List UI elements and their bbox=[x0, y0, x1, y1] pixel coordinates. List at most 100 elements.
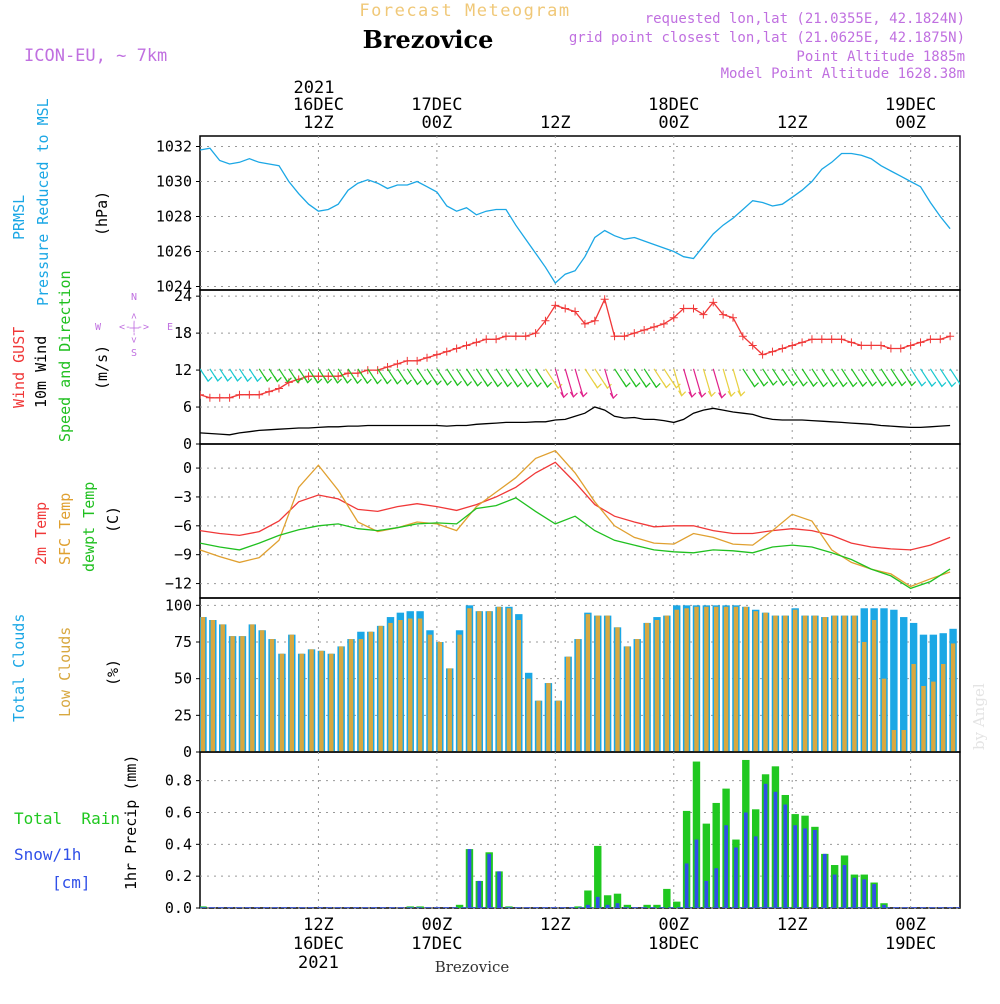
wind-arrow-head bbox=[353, 377, 362, 385]
wind-arrow-head bbox=[908, 380, 917, 387]
top-hour-label: 12Z bbox=[777, 113, 808, 133]
gust-point bbox=[669, 313, 678, 322]
low-cloud-bar bbox=[783, 615, 788, 752]
bottom-time-label: 00Z bbox=[422, 915, 453, 935]
low-cloud-bar bbox=[931, 681, 936, 752]
wind-arrow-head bbox=[859, 380, 868, 388]
wind-arrow-head bbox=[839, 381, 848, 388]
snow-bar bbox=[773, 791, 778, 908]
wind-arrow-head bbox=[474, 380, 483, 387]
pressure-ytick-label: 1030 bbox=[156, 173, 192, 191]
wind-arrow-head bbox=[214, 375, 223, 382]
bottom-time-label: 19DEC bbox=[885, 934, 936, 954]
rain-bar bbox=[692, 761, 701, 908]
gust-point bbox=[403, 356, 412, 365]
low-cloud-bar bbox=[309, 649, 314, 752]
gust-point bbox=[314, 372, 323, 381]
low-cloud-bar bbox=[763, 612, 768, 752]
low-cloud-bar bbox=[388, 622, 393, 752]
low-cloud-bar bbox=[398, 620, 403, 752]
snow-bar bbox=[586, 904, 590, 908]
wind-arrow-head bbox=[494, 381, 503, 388]
gust-point bbox=[274, 384, 283, 393]
gust-point bbox=[886, 344, 895, 353]
gust-point bbox=[561, 304, 570, 313]
bottom-time-label: 2021 bbox=[298, 953, 339, 973]
gust-point bbox=[630, 329, 639, 338]
bottom-time-label: 12Z bbox=[540, 915, 571, 935]
temperature-series-dewpt-temp bbox=[200, 497, 951, 590]
snow-label: Snow/1h bbox=[14, 845, 81, 864]
wind-arrow-head bbox=[433, 379, 442, 386]
low-cloud-bar bbox=[871, 620, 877, 752]
precip-axis-label: 1hr Precip (mm) bbox=[122, 755, 140, 890]
gust-point bbox=[462, 341, 471, 350]
wind-arrow-head bbox=[878, 380, 887, 387]
low-cloud-bar bbox=[496, 606, 502, 752]
low-cloud-bar bbox=[329, 653, 334, 752]
rain-bar bbox=[416, 906, 424, 908]
temperature-frame bbox=[199, 443, 961, 599]
wind-arrow-head bbox=[958, 381, 960, 385]
gust-point bbox=[304, 372, 313, 381]
gust-point bbox=[689, 304, 698, 313]
low-cloud-bar bbox=[862, 642, 867, 752]
pressure-ytick-label: 1028 bbox=[156, 208, 192, 226]
tsfc-label: SFC Temp bbox=[56, 493, 74, 565]
clouds-unit: (%) bbox=[104, 659, 122, 686]
wind-ytick-label: 18 bbox=[174, 324, 192, 342]
low-cloud-bar bbox=[891, 730, 897, 752]
snow-bar bbox=[803, 828, 807, 908]
gust-point bbox=[817, 335, 826, 344]
temperature-plot-area bbox=[200, 449, 951, 590]
gust-point bbox=[946, 332, 955, 341]
wind-arrow bbox=[683, 368, 693, 398]
bottom-time-label: 00Z bbox=[658, 915, 689, 935]
gust-point bbox=[235, 390, 244, 399]
snow-bar bbox=[813, 830, 817, 908]
wind-arrow-head bbox=[543, 381, 552, 388]
gust-point bbox=[798, 338, 807, 347]
rain-bar bbox=[673, 901, 681, 908]
rain-bar bbox=[712, 802, 720, 908]
bottom-time-label: 17DEC bbox=[411, 934, 462, 954]
wind-series-10m-wind bbox=[200, 406, 951, 436]
gust-point bbox=[610, 332, 619, 341]
gust-point bbox=[906, 341, 915, 350]
pressure-ytick-label: 1024 bbox=[156, 278, 192, 296]
top-date-label: 18DEC bbox=[648, 95, 699, 115]
low-cloud-bar bbox=[279, 653, 285, 752]
low-cloud-bar bbox=[684, 608, 689, 752]
panel-precip: 0.0 0.2 0.4 0.6 0.8 bbox=[165, 751, 961, 917]
rain-bar bbox=[613, 893, 622, 908]
low-cloud-bar bbox=[625, 646, 630, 752]
gust-point bbox=[709, 298, 718, 307]
low-cloud-bar bbox=[348, 639, 354, 752]
wind-arrow-head bbox=[760, 380, 769, 387]
snow-bar bbox=[763, 783, 768, 908]
point-altitude: Point Altitude 1885m bbox=[796, 49, 965, 65]
wind-arrow-head bbox=[560, 392, 569, 399]
wind-arrow-head bbox=[413, 379, 422, 386]
wind-arrow-head bbox=[622, 381, 631, 388]
wind-arrow bbox=[702, 368, 712, 397]
gust-point bbox=[413, 356, 422, 365]
snow-bar bbox=[862, 879, 867, 908]
precip-labels: Total Rain Snow/1h [cm] 1hr Precip (mm) bbox=[14, 755, 140, 892]
snow-bar bbox=[497, 871, 501, 908]
precip-ytick-label: 0.4 bbox=[165, 835, 192, 853]
wind-arrow-head bbox=[809, 380, 818, 388]
bottom-time-label: 18DEC bbox=[648, 934, 699, 954]
wind-arrow bbox=[673, 368, 683, 396]
gust-point bbox=[452, 344, 461, 353]
wind-arrow-head bbox=[849, 381, 858, 388]
location-title: Brezovice bbox=[363, 25, 494, 54]
wind-arrow-head bbox=[294, 377, 303, 384]
snow-bar bbox=[615, 903, 620, 908]
rain-bar bbox=[505, 906, 513, 908]
wind-arrow-head bbox=[524, 381, 532, 388]
wind-ytick-label: 6 bbox=[183, 398, 192, 416]
low-clouds-label: Low Clouds bbox=[56, 627, 74, 717]
rain-bar bbox=[643, 904, 651, 908]
wind-arrow-head bbox=[263, 375, 272, 383]
